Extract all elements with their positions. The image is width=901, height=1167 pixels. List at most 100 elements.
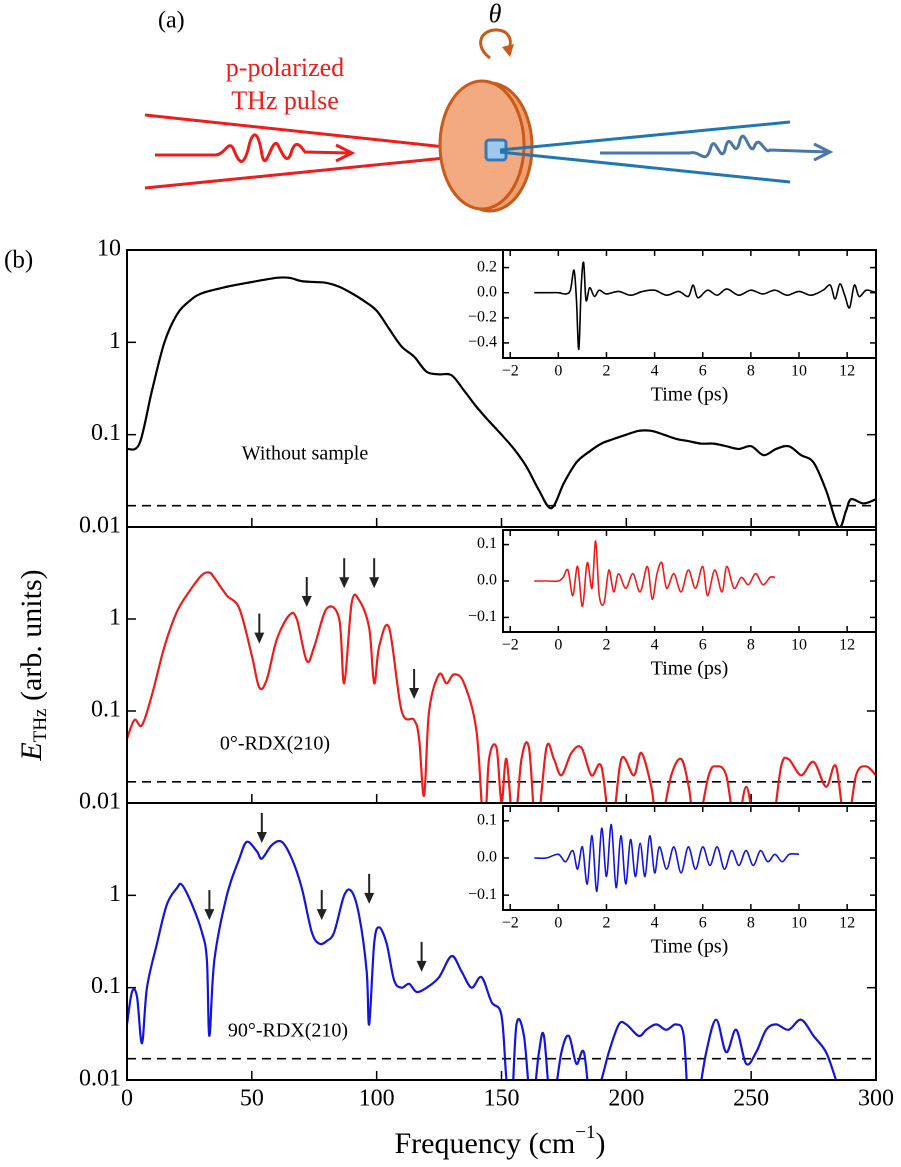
frequency-arrow (256, 813, 267, 843)
frequency-arrow (204, 890, 215, 921)
beam-label: p-polarized (226, 53, 344, 82)
y-tick-label: 0.1 (477, 535, 497, 552)
data-line (127, 839, 838, 1080)
x-tick-label: 10 (791, 915, 807, 932)
frequency-arrow (364, 873, 375, 904)
rotation-arrowhead (502, 44, 514, 57)
plot-area (503, 806, 876, 910)
data-line (534, 540, 776, 608)
x-axis-label-sup: −1 (575, 1122, 595, 1143)
y-tick-label: 0.01 (79, 513, 121, 539)
arrow-head (416, 960, 427, 972)
x-tick-label: 8 (747, 637, 755, 654)
panel-label: (b) (4, 247, 33, 274)
x-tick-label: 250 (733, 1086, 769, 1112)
x-tick-label: 6 (699, 915, 707, 932)
x-tick-label: 10 (791, 363, 807, 380)
beam-edge (144, 156, 446, 190)
beam-edge (499, 150, 791, 184)
x-axis-label: Time (ps) (651, 658, 729, 680)
sample-disk (438, 79, 526, 211)
y-tick-label: 0.01 (79, 1066, 121, 1092)
arrow-head (204, 909, 215, 921)
frequency-arrow (416, 941, 427, 972)
y-axis-label-part: (arb. units) (15, 569, 48, 708)
x-tick-label: 2 (602, 637, 610, 654)
x-tick-label: 12 (839, 637, 855, 654)
y-tick-label: 0.0 (477, 849, 497, 866)
rotation-label: θ (489, 0, 502, 28)
x-tick-label: 200 (608, 1086, 644, 1112)
x-tick-label: 12 (839, 915, 855, 932)
x-tick-label: 10 (791, 637, 807, 654)
x-tick-label: 50 (240, 1086, 264, 1112)
x-tick-label: 4 (651, 363, 659, 380)
panel-label: (a) (158, 8, 185, 34)
y-tick-label: 0.0 (477, 572, 497, 589)
y-tick-label: 1 (109, 605, 121, 631)
y-tick-label: −0.4 (468, 334, 497, 351)
x-tick-label: 2 (602, 363, 610, 380)
annotation: 0°-RDX(210) (220, 733, 330, 755)
x-axis-label-part: ) (595, 1127, 605, 1160)
frame (126, 802, 877, 1081)
annotation: Without sample (242, 443, 369, 465)
x-tick-label: 4 (651, 637, 659, 654)
y-tick-label: 0.1 (91, 420, 121, 446)
plot-area (503, 250, 876, 358)
diagram: (a) θ p-polarized THz pulse (144, 0, 834, 213)
time-inset: 0.1 0.0 −0.1 −2 0 2 4 6 8 10 12 Time (ps) (468, 805, 877, 958)
x-tick-label: 8 (747, 363, 755, 380)
beam-edge (144, 113, 446, 149)
x-tick-label: 0 (554, 363, 562, 380)
pulse-wave (600, 134, 829, 159)
pulse-wave (155, 133, 351, 163)
frame (502, 529, 877, 633)
data-line (127, 571, 876, 803)
arrow-head (369, 577, 380, 589)
x-tick-label: 4 (651, 915, 659, 932)
y-tick-label: −0.1 (468, 608, 497, 625)
data-line (534, 823, 800, 893)
plot-area (503, 530, 876, 632)
arrow-head (301, 596, 312, 607)
y-tick-label: −0.2 (468, 308, 497, 325)
x-tick-label: −2 (502, 915, 519, 932)
x-axis-label: Time (ps) (651, 936, 729, 958)
x-tick-label: 2 (602, 915, 610, 932)
y-tick-label: 0.1 (91, 697, 121, 723)
data-line (534, 261, 876, 351)
y-tick-label: 0.2 (477, 258, 497, 275)
pulse-arrowhead (813, 142, 834, 162)
frequency-arrow (409, 669, 420, 699)
x-tick-label: 6 (699, 637, 707, 654)
y-tick-label: 0.1 (91, 973, 121, 999)
arrow-head (409, 688, 420, 699)
y-tick-label: 0.01 (79, 789, 121, 815)
y-tick-label: −0.1 (468, 886, 497, 903)
x-axis-label-part: Frequency (cm (395, 1127, 576, 1160)
x-tick-label: 8 (747, 915, 755, 932)
rotation-arrow (479, 28, 512, 60)
x-tick-label: 300 (858, 1086, 894, 1112)
frequency-arrow (369, 558, 380, 589)
y-tick-label: 0.0 (477, 283, 497, 300)
y-tick-label: 1 (109, 881, 121, 907)
arrow-head (254, 632, 265, 644)
time-inset: 0.1 0.0 −0.1 −2 0 2 4 6 8 10 12 Time (ps) (468, 529, 877, 680)
beam-label: THz pulse (231, 86, 339, 115)
pulse-arrowhead (335, 143, 356, 163)
arrow-head (256, 832, 267, 843)
beam-edge (499, 120, 791, 152)
x-axis-label: Frequency (cm−1) (395, 1122, 606, 1160)
y-axis-label-sub: THz (30, 709, 51, 743)
data-line (127, 276, 876, 527)
frame (502, 805, 877, 911)
y-axis-label-symbol: E (15, 742, 48, 761)
arrow-head (316, 909, 327, 921)
y-axis-label: ETHz (arb. units) (15, 569, 51, 761)
x-tick-label: −2 (502, 637, 519, 654)
x-tick-label: 150 (484, 1086, 520, 1112)
